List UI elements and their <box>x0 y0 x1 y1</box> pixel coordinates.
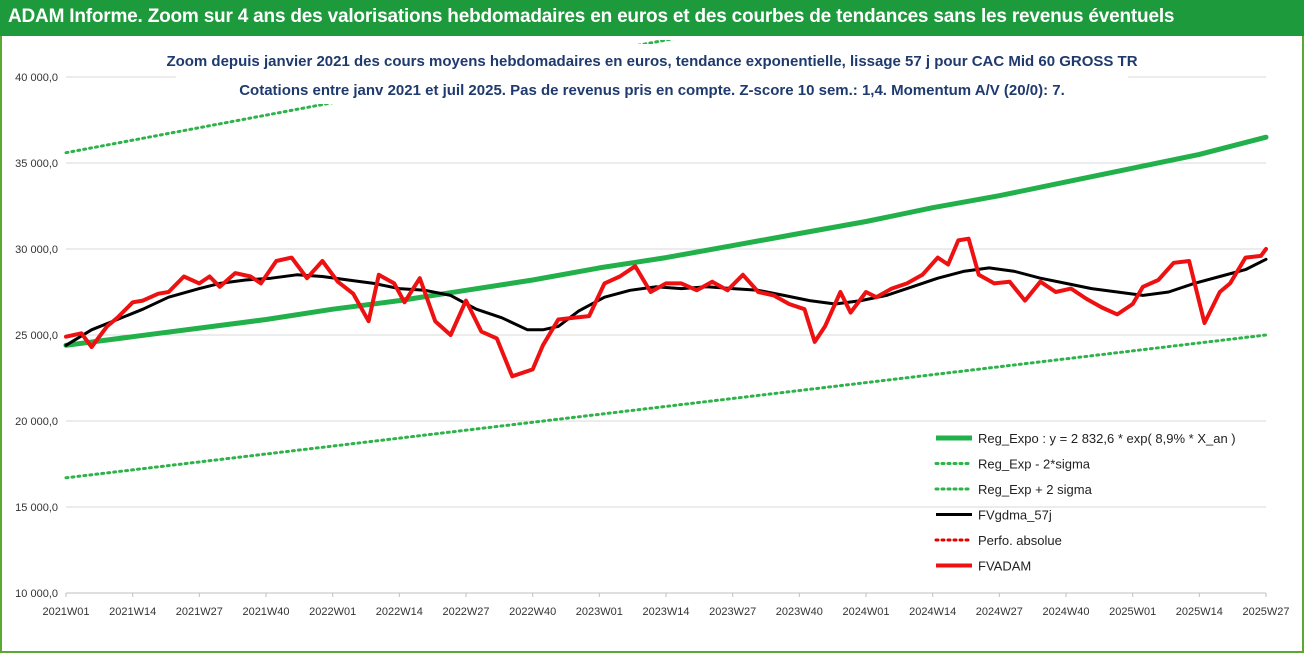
x-tick-label: 2024W01 <box>842 606 889 618</box>
x-tick-label: 2022W01 <box>309 606 356 618</box>
series-line <box>64 257 1268 347</box>
x-tick-label: 2025W01 <box>1109 606 1156 618</box>
legend-label: FVADAM <box>978 559 1031 574</box>
x-tick-label: 2024W14 <box>909 606 956 618</box>
y-tick-label: 40 000,0 <box>15 72 58 84</box>
y-tick-label: 25 000,0 <box>15 330 58 342</box>
y-tick-label: 20 000,0 <box>15 416 58 428</box>
series-line <box>64 40 675 155</box>
x-tick-label: 2023W40 <box>776 606 823 618</box>
y-tick-label: 15 000,0 <box>15 502 58 514</box>
x-tick-label: 2024W40 <box>1042 606 1089 618</box>
x-tick-label: 2023W14 <box>642 606 689 618</box>
legend: Reg_Expo : y = 2 832,6 * exp( 8,9% * X_a… <box>934 431 1236 574</box>
subtitle-background <box>176 44 1128 104</box>
legend-label: Perfo. absolue <box>978 533 1062 548</box>
x-tick-label: 2022W40 <box>509 606 556 618</box>
legend-label: FVgdma_57j <box>978 508 1052 523</box>
legend-label: Reg_Expo : y = 2 832,6 * exp( 8,9% * X_a… <box>978 431 1236 446</box>
x-tick-label: 2024W27 <box>976 606 1023 618</box>
chart-subtitle-line1: Zoom depuis janvier 2021 des cours moyen… <box>166 53 1137 70</box>
x-tick-label: 2021W40 <box>242 606 289 618</box>
gridlines <box>66 76 1266 594</box>
series-line <box>64 236 1268 379</box>
x-tick-label: 2025W14 <box>1176 606 1223 618</box>
x-tick-label: 2022W14 <box>376 606 423 618</box>
x-tick-label: 2025W27 <box>1242 606 1289 618</box>
chart-subtitle-line2: Cotations entre janv 2021 et juil 2025. … <box>239 82 1065 99</box>
series-line <box>63 134 1269 348</box>
x-tick-label: 2021W01 <box>42 606 89 618</box>
x-tick-label: 2023W27 <box>709 606 756 618</box>
page-title: ADAM Informe. Zoom sur 4 ans des valoris… <box>8 6 1175 27</box>
x-tick-label: 2023W01 <box>576 606 623 618</box>
header-bar: ADAM Informe. Zoom sur 4 ans des valoris… <box>0 0 1304 36</box>
x-tick-label: 2021W14 <box>109 606 156 618</box>
y-tick-label: 30 000,0 <box>15 244 58 256</box>
legend-label: Reg_Exp + 2 sigma <box>978 482 1093 497</box>
y-tick-label: 10 000,0 <box>15 588 58 600</box>
series-layer <box>63 40 1269 480</box>
series-line <box>64 333 1268 480</box>
axes: 10 000,0 15 000,0 20 000,0 25 000,0 30 000,0… <box>15 72 1289 618</box>
x-tick-label: 2021W27 <box>176 606 223 618</box>
y-tick-label: 35 000,0 <box>15 158 58 170</box>
x-tick-label: 2022W27 <box>442 606 489 618</box>
legend-label: Reg_Exp - 2*sigma <box>978 457 1091 472</box>
